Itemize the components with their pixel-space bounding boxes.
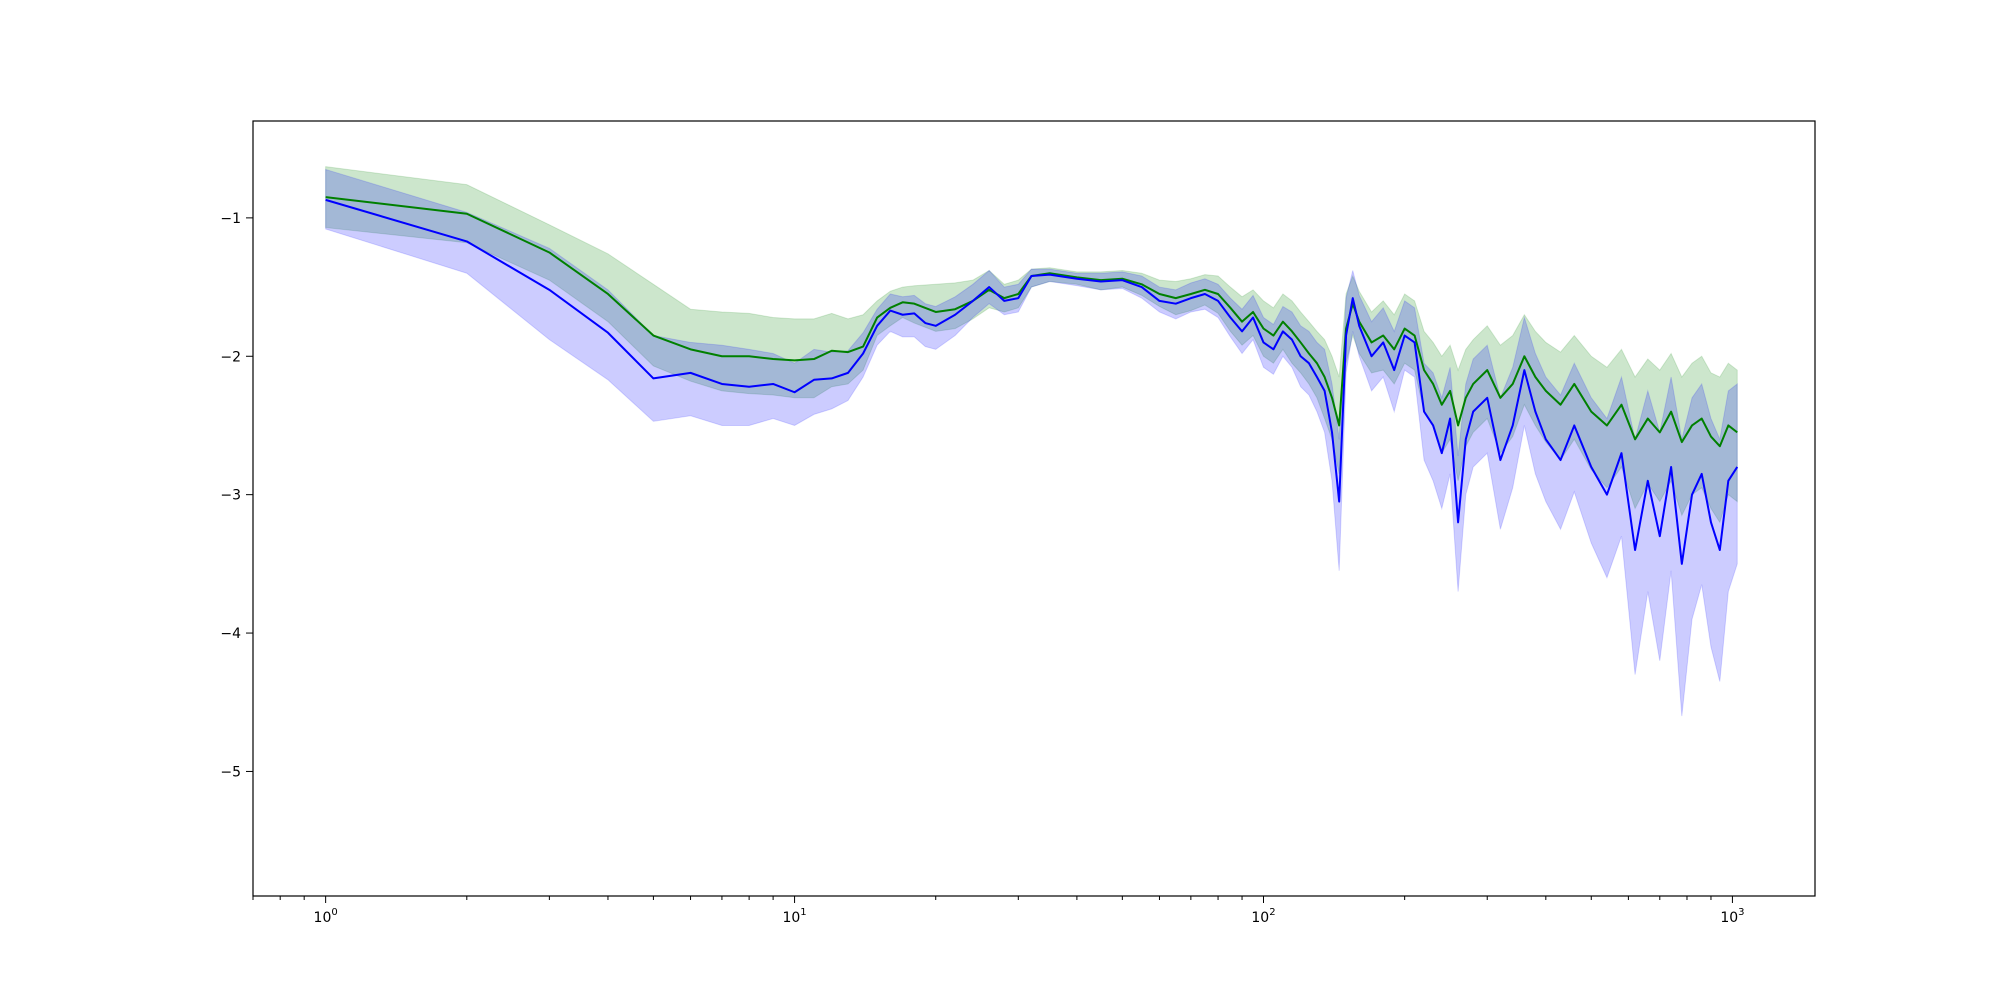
x-tick-label: 101 — [782, 907, 806, 926]
x-tick-label: 100 — [314, 907, 338, 926]
series-0-line — [325, 196, 1738, 448]
x-axis-ticks: 100 101 102 103 — [252, 896, 1745, 926]
y-tick-label: −3 — [220, 488, 241, 504]
series-1-band — [325, 168, 1738, 717]
x-tick-label: 103 — [1720, 907, 1744, 926]
y-axis-ticks: −1 −2 −3 −4 −5 — [220, 211, 253, 780]
y-tick-label: −4 — [220, 626, 241, 642]
confidence-bands — [325, 166, 1738, 717]
y-tick-label: −2 — [220, 349, 241, 365]
y-tick-label: −5 — [220, 764, 241, 780]
x-tick-label: 102 — [1251, 907, 1275, 926]
series-1-line — [325, 198, 1739, 565]
y-tick-label: −1 — [220, 211, 241, 227]
series-lines — [325, 196, 1739, 565]
plot-frame — [252, 120, 1816, 897]
series-0-band — [325, 166, 1738, 524]
